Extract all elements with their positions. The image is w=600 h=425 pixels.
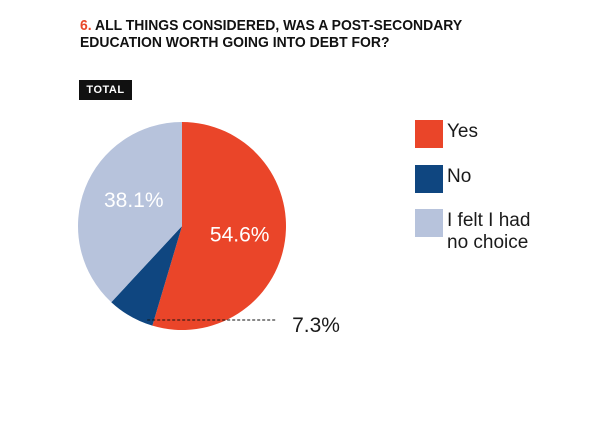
total-badge: TOTAL — [79, 80, 132, 100]
pie-slice-yes — [152, 122, 286, 330]
legend-swatch-no — [415, 165, 443, 193]
pie-label-no-choice: 38.1% — [104, 189, 164, 212]
pie-slice-no — [111, 226, 182, 326]
question-number: 6. — [80, 17, 92, 34]
legend-label-no-choice: I felt I had no choice — [447, 210, 531, 253]
legend-label-no: No — [447, 166, 472, 187]
legend-swatch-no-choice — [415, 209, 443, 237]
legend-label-yes: Yes — [447, 121, 478, 142]
question-text: ALL THINGS CONSIDERED, WAS A POST-SECOND… — [80, 17, 462, 51]
pie-label-yes: 54.6% — [210, 224, 270, 247]
chart-title: 6. ALL THINGS CONSIDERED, WAS A POST-SEC… — [80, 17, 517, 51]
pie-slice-no-choice — [78, 121, 182, 303]
legend-swatch-yes — [415, 120, 443, 148]
pie-label-no: 7.3% — [292, 314, 340, 337]
